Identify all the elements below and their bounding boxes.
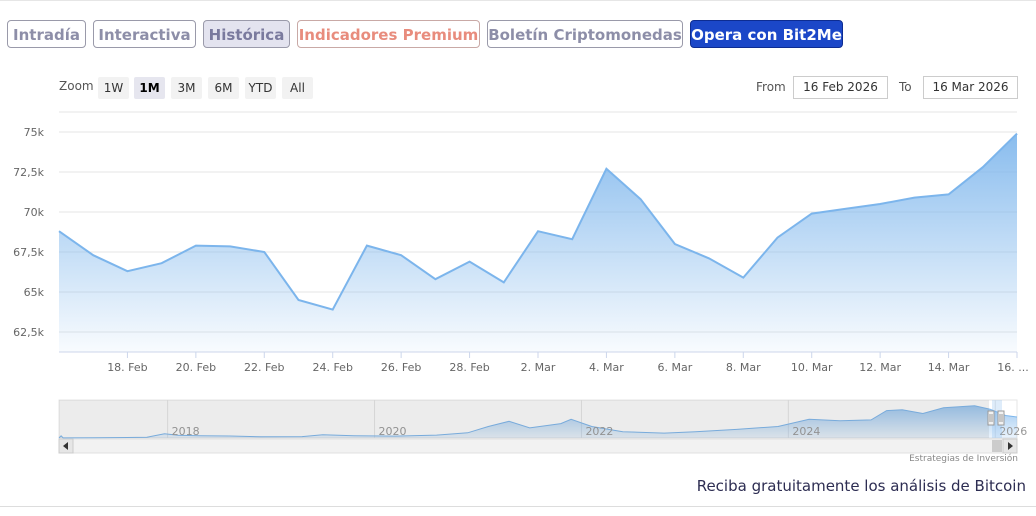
from-date-input[interactable]: 16 Feb 2026 bbox=[793, 76, 888, 99]
x-tick-label: 2. Mar bbox=[521, 361, 556, 374]
x-tick-label: 12. Mar bbox=[859, 361, 901, 374]
x-tick-label: 10. Mar bbox=[791, 361, 833, 374]
navigator-handle-left[interactable] bbox=[987, 410, 995, 426]
y-tick-label: 65k bbox=[24, 286, 45, 299]
x-tick-label: 8. Mar bbox=[726, 361, 761, 374]
x-tick-label: 26. Feb bbox=[381, 361, 421, 374]
y-tick-label: 75k bbox=[24, 126, 45, 139]
zoom-1m-button[interactable]: 1M bbox=[134, 77, 165, 99]
zoom-1w-button[interactable]: 1W bbox=[98, 77, 129, 99]
x-axis-labels: 18. Feb 20. Feb 22. Feb 24. Feb 26. Feb 28. F… bbox=[107, 361, 1029, 374]
navigator-year-labels: 2018 2020 2022 2024 2026 bbox=[172, 425, 1028, 438]
navigator-year-label: 2018 bbox=[172, 425, 200, 438]
bottom-divider bbox=[0, 506, 1036, 507]
price-line bbox=[58, 132, 1018, 311]
tab-interactiva[interactable]: Interactiva bbox=[93, 20, 196, 48]
price-chart: 62,5k 65k 67,5k 70k 72,5k 75k 18. Feb 20. Feb 2… bbox=[13, 111, 1029, 454]
navigator-area bbox=[59, 405, 1017, 438]
zoom-all-button[interactable]: All bbox=[282, 77, 313, 99]
to-date-input[interactable]: 16 Mar 2026 bbox=[923, 76, 1018, 99]
top-divider bbox=[0, 0, 1036, 1]
scrollbar-right-arrow-icon[interactable] bbox=[1002, 438, 1018, 454]
zoom-label: Zoom bbox=[59, 79, 94, 93]
navigator-handle-right[interactable] bbox=[997, 410, 1005, 426]
y-tick-label: 72,5k bbox=[13, 166, 44, 179]
y-tick-label: 62,5k bbox=[13, 326, 44, 339]
promo-text[interactable]: Reciba gratuitamente los análisis de Bit… bbox=[696, 477, 1026, 495]
tab-historica[interactable]: Histórica bbox=[203, 20, 290, 48]
scrollbar-track[interactable] bbox=[58, 438, 1018, 454]
navigator-year-label: 2024 bbox=[792, 425, 820, 438]
navigator-year-label: 2026 bbox=[999, 425, 1027, 438]
price-area bbox=[59, 133, 1017, 352]
zoom-ytd-button[interactable]: YTD bbox=[245, 77, 276, 99]
x-tick-label: 4. Mar bbox=[589, 361, 624, 374]
y-tick-label: 70k bbox=[24, 206, 45, 219]
x-tick-label: 20. Feb bbox=[176, 361, 216, 374]
opera-bit2me-button[interactable]: Opera con Bit2Me bbox=[690, 20, 843, 48]
zoom-3m-button[interactable]: 3M bbox=[171, 77, 202, 99]
zoom-6m-button[interactable]: 6M bbox=[208, 77, 239, 99]
x-tick-label: 18. Feb bbox=[107, 361, 147, 374]
tab-indicadores-premium[interactable]: Indicadores Premium bbox=[297, 20, 480, 48]
x-axis-ticks bbox=[126, 352, 1018, 358]
x-tick-label: 28. Feb bbox=[449, 361, 489, 374]
y-axis-labels: 62,5k 65k 67,5k 70k 72,5k 75k bbox=[13, 126, 44, 339]
navigator-year-label: 2022 bbox=[585, 425, 613, 438]
navigator-selected-range[interactable] bbox=[992, 400, 1002, 438]
chart-credit: Estrategias de Inversión bbox=[909, 454, 1018, 464]
tab-boletin-criptomonedas[interactable]: Boletín Criptomonedas bbox=[487, 20, 683, 48]
from-label: From bbox=[756, 80, 786, 94]
navigator-year-label: 2020 bbox=[379, 425, 407, 438]
scrollbar-left-arrow-icon[interactable] bbox=[58, 438, 74, 454]
x-tick-label: 6. Mar bbox=[657, 361, 692, 374]
navigator-mask bbox=[59, 400, 989, 438]
navigator-line bbox=[58, 405, 1018, 439]
x-tick-label: 24. Feb bbox=[312, 361, 352, 374]
x-tick-label: 22. Feb bbox=[244, 361, 284, 374]
scrollbar-thumb[interactable] bbox=[992, 440, 1002, 452]
tab-intradia[interactable]: Intradía bbox=[7, 20, 86, 48]
y-tick-label: 67,5k bbox=[13, 246, 44, 259]
to-label: To bbox=[899, 80, 912, 94]
x-tick-label: 16. ... bbox=[997, 361, 1028, 374]
x-tick-label: 14. Mar bbox=[928, 361, 970, 374]
